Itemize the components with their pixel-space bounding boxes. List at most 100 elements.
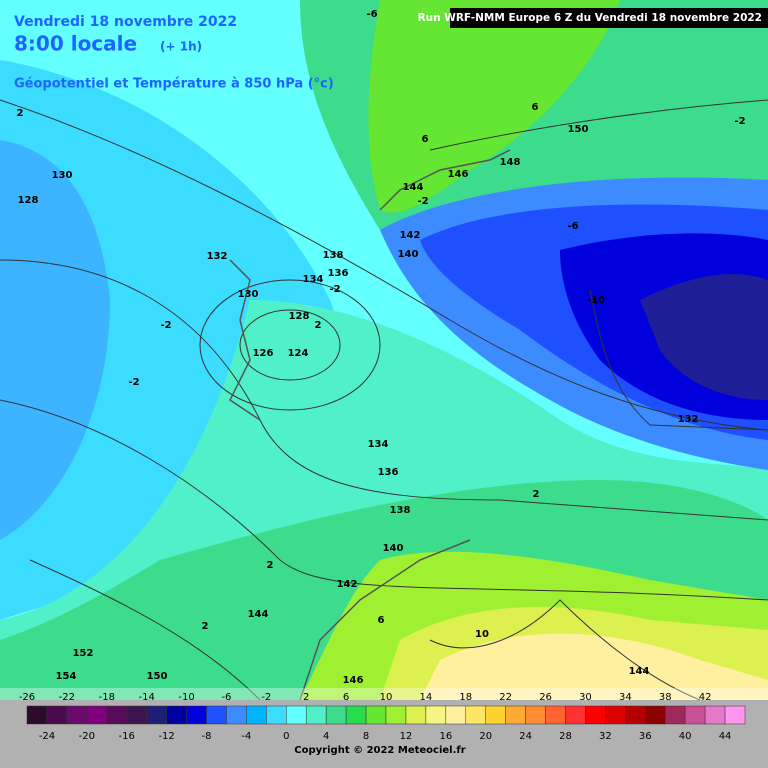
color-cell bbox=[26, 705, 48, 725]
contour-label: 124 bbox=[288, 348, 309, 359]
contour-label: -2 bbox=[160, 320, 171, 331]
color-cell bbox=[286, 705, 307, 725]
legend-label: 34 bbox=[619, 692, 632, 703]
legend-label: -22 bbox=[59, 692, 75, 703]
color-cell bbox=[66, 705, 88, 725]
color-cell bbox=[505, 705, 526, 725]
contour-label: 10 bbox=[475, 629, 489, 640]
color-cell bbox=[146, 705, 167, 725]
contour-label: 2 bbox=[17, 108, 24, 119]
color-cell bbox=[46, 705, 68, 725]
contour-label: 126 bbox=[253, 348, 274, 359]
color-cell bbox=[365, 705, 387, 725]
legend-label: 8 bbox=[363, 731, 369, 742]
contour-label: 142 bbox=[400, 230, 421, 241]
contour-label: 144 bbox=[629, 666, 650, 677]
field-title: Géopotentiel et Température à 850 hPa (°… bbox=[14, 77, 334, 92]
legend-label: -20 bbox=[79, 731, 95, 742]
contour-label: 142 bbox=[337, 579, 358, 590]
copyright: Copyright © 2022 Meteociel.fr bbox=[294, 745, 465, 756]
color-cell bbox=[206, 705, 227, 725]
contour-label: 130 bbox=[238, 289, 259, 300]
contour-label: 154 bbox=[56, 671, 77, 682]
contour-label: 138 bbox=[390, 505, 411, 516]
legend-label: -16 bbox=[119, 731, 135, 742]
legend-label: -4 bbox=[241, 731, 251, 742]
contour-label: -2 bbox=[417, 196, 428, 207]
legend-label: -24 bbox=[39, 731, 55, 742]
legend-label: -6 bbox=[221, 692, 231, 703]
legend-label: 20 bbox=[479, 731, 492, 742]
contour-label: 148 bbox=[500, 157, 521, 168]
contour-label: 132 bbox=[207, 251, 228, 262]
color-cell bbox=[625, 705, 646, 725]
color-cell bbox=[605, 705, 626, 725]
contour-label: 2 bbox=[202, 621, 209, 632]
legend-label: -10 bbox=[178, 692, 194, 703]
contour-label: 150 bbox=[147, 671, 168, 682]
contour-label: 146 bbox=[448, 169, 469, 180]
contour-label: 2 bbox=[533, 489, 540, 500]
color-cell bbox=[525, 705, 546, 725]
legend-label: 38 bbox=[659, 692, 672, 703]
legend-label: -26 bbox=[19, 692, 35, 703]
contour-label: 2 bbox=[267, 560, 274, 571]
color-cell bbox=[86, 705, 108, 725]
contour-label: 136 bbox=[378, 467, 399, 478]
contour-label: 128 bbox=[289, 311, 310, 322]
contour-label: -6 bbox=[366, 9, 377, 20]
color-cell bbox=[385, 705, 407, 725]
contour-label: 6 bbox=[422, 134, 429, 145]
contour-label: 136 bbox=[328, 268, 349, 279]
color-cell bbox=[246, 705, 267, 725]
contour-label: 6 bbox=[378, 615, 385, 626]
contour-label: -2 bbox=[128, 377, 139, 388]
contours bbox=[0, 99, 768, 701]
color-cell bbox=[325, 705, 347, 725]
legend-label: -2 bbox=[261, 692, 271, 703]
run-box bbox=[450, 8, 768, 28]
legend-label: 22 bbox=[499, 692, 512, 703]
contour-label: 150 bbox=[568, 124, 589, 135]
color-cell bbox=[106, 705, 127, 725]
legend-label: 42 bbox=[699, 692, 712, 703]
contour-label: 146 bbox=[343, 675, 364, 686]
color-cell bbox=[166, 705, 187, 725]
color-cell bbox=[645, 705, 666, 725]
color-cell bbox=[345, 705, 367, 725]
colorbar: -26 -22 -18 -14 -10 -6 -2 2 6 10 14 18 22 26 30 34 38 42-… bbox=[19, 692, 746, 742]
color-cell bbox=[186, 705, 207, 725]
contour-label: 138 bbox=[323, 250, 344, 261]
legend-label: -8 bbox=[202, 731, 212, 742]
contour-label: 140 bbox=[383, 543, 404, 554]
color-cell bbox=[704, 705, 726, 725]
contour-label: 144 bbox=[403, 182, 424, 193]
legend-label: 2 bbox=[303, 692, 309, 703]
contour-labels: 130 128 2 132 130 138 134 136 -2 128 2 126 124 -2 -2 13… bbox=[17, 9, 746, 686]
legend-label: 28 bbox=[559, 731, 572, 742]
color-cell bbox=[465, 705, 486, 725]
contour-label: 132 bbox=[678, 414, 699, 425]
contour-label: -2 bbox=[734, 116, 745, 127]
color-cell bbox=[425, 705, 447, 725]
coastlines bbox=[229, 149, 511, 701]
color-cell bbox=[266, 705, 287, 725]
legend-label: 36 bbox=[639, 731, 652, 742]
legend-label: 44 bbox=[719, 731, 732, 742]
contour-label: 140 bbox=[398, 249, 419, 260]
contour-label: 130 bbox=[52, 170, 73, 181]
contour-label: 144 bbox=[248, 609, 269, 620]
legend-label: 14 bbox=[420, 692, 433, 703]
color-cell bbox=[664, 705, 686, 725]
legend-label: 12 bbox=[400, 731, 413, 742]
legend-label: 40 bbox=[679, 731, 692, 742]
legend-label: 4 bbox=[323, 731, 329, 742]
legend-label: -12 bbox=[158, 731, 174, 742]
color-cell bbox=[126, 705, 147, 725]
contour-label: 152 bbox=[73, 648, 94, 659]
color-cell bbox=[226, 705, 247, 725]
legend-bg bbox=[0, 688, 768, 768]
legend-label: 10 bbox=[380, 692, 393, 703]
contour-label: -6 bbox=[567, 221, 578, 232]
contour-label: 134 bbox=[303, 274, 324, 285]
